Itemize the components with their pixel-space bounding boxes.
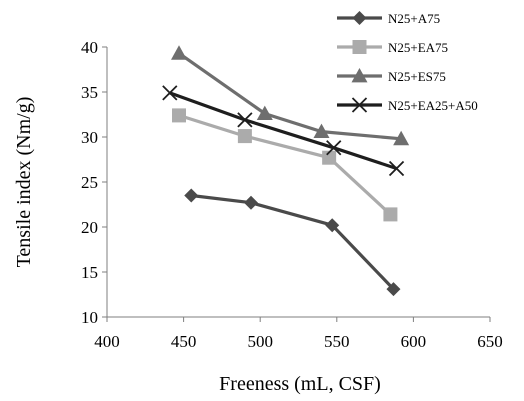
data-point [326,140,342,156]
data-point [393,130,410,146]
y-tick-label: 35 [81,83,98,102]
x-marker-stroke [162,85,178,101]
data-point [162,85,178,101]
legend-marker [351,97,368,113]
x-tick-label: 650 [477,332,503,351]
x-marker-stroke [388,160,405,177]
legend-item: N25+EA75 [337,40,448,55]
x-tick-label: 600 [401,332,427,351]
series-line [178,51,402,141]
series-layer [162,45,410,297]
x-marker-stroke [351,97,368,113]
y-tick-label: 10 [81,308,98,327]
data-point [171,45,188,60]
series-2 [172,108,398,222]
series-3 [171,45,410,146]
y-tick-label: 40 [81,38,98,57]
legend: N25+A75 N25+EA75 N25+ES75 N25+EA25+A50 [337,11,478,113]
series-line [191,193,395,291]
series-4 [162,85,405,177]
legend-item: N25+ES75 [337,68,446,84]
series-line [169,91,398,171]
x-tick-label: 400 [94,332,120,351]
data-point [383,207,398,222]
data-point [322,150,337,165]
data-point [184,188,199,203]
y-tick-label: 15 [81,263,98,282]
x-marker-stroke [326,140,342,156]
legend-label: N25+ES75 [388,69,446,84]
x-tick-label: 500 [247,332,273,351]
y-tick-label: 30 [81,128,98,147]
axes: 10 15 20 25 30 35 40 400 450 500 550 600 650 [81,38,503,351]
legend-label: N25+A75 [388,11,440,26]
data-point [388,160,405,177]
legend-item: N25+EA25+A50 [337,97,478,113]
x-axis-title: Freeness (mL, CSF) [219,373,381,395]
legend-marker [352,11,367,25]
y-tick-label: 25 [81,173,98,192]
legend-label: N25+EA75 [388,40,448,55]
data-point [244,195,259,210]
x-marker-stroke [237,112,253,128]
data-point [256,105,273,120]
legend-label: N25+EA25+A50 [388,98,478,113]
legend-item: N25+A75 [337,11,440,26]
data-point [237,129,252,144]
series-1 [184,188,401,297]
legend-marker [352,40,367,54]
y-axis-title: Tensile index (Nm/g) [13,97,35,268]
series-line [178,113,392,216]
data-point [172,108,187,123]
data-point [386,282,401,297]
data-point [237,112,253,128]
x-tick-label: 550 [324,332,350,351]
data-point [325,218,340,233]
legend-marker [351,68,368,83]
data-point [313,123,330,138]
x-tick-label: 450 [171,332,197,351]
y-tick-label: 20 [81,218,98,237]
